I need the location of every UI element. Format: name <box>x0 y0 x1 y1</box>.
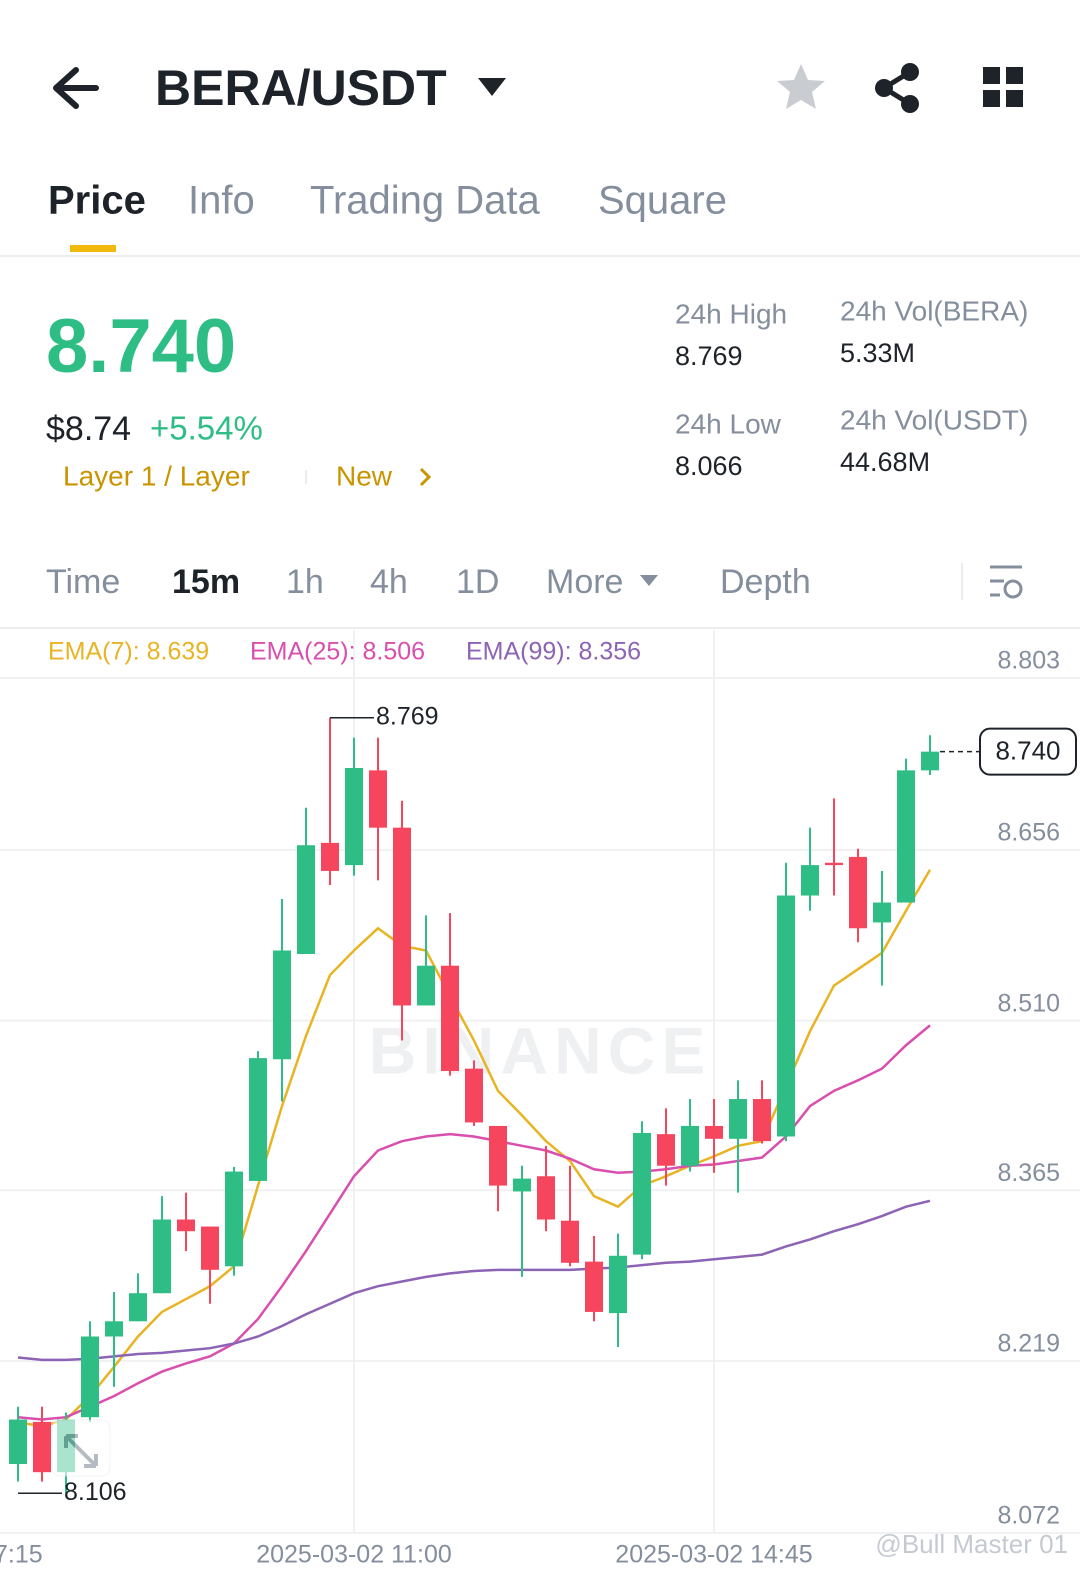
share-icon[interactable] <box>875 63 919 113</box>
candle-body <box>513 1178 531 1192</box>
candle-body <box>561 1220 579 1263</box>
candle-body <box>897 770 915 903</box>
grid-icon[interactable] <box>983 67 1023 107</box>
last-price-box <box>979 727 1077 776</box>
candle-body <box>753 1099 771 1142</box>
y-tick-label: 8.365 <box>997 1159 1060 1187</box>
candle-body <box>657 1134 675 1166</box>
watermark: @Bull Master 01 <box>875 1529 1068 1559</box>
candle-body <box>201 1226 219 1270</box>
candle-body <box>225 1171 243 1267</box>
tab[interactable]: Info <box>188 179 255 223</box>
favorite-icon[interactable] <box>777 64 825 109</box>
interval[interactable]: 1D <box>456 563 499 601</box>
interval[interactable]: More <box>546 563 623 601</box>
candle-body <box>537 1176 555 1220</box>
stat-value: 8.769 <box>675 341 743 371</box>
candle-body <box>681 1125 699 1166</box>
stat-label: 24h High <box>675 298 787 329</box>
interval[interactable]: Depth <box>720 563 811 601</box>
expand-icon[interactable] <box>51 1419 111 1477</box>
last-price: 8.740 <box>46 304 236 389</box>
candle-chart: 8.803 8.656 8.510 8.365 8.219 8.072 BINANCE 02 … <box>0 630 1080 1569</box>
sector-tag[interactable]: Layer 1 / Layer <box>63 460 250 491</box>
price-change: +5.54% <box>150 410 263 447</box>
high-label: 8.769 <box>376 702 439 730</box>
legend-entry: EMA(99): 8.356 <box>466 638 641 666</box>
x-tick-label: 2025-03-02 14:45 <box>615 1541 812 1569</box>
brand-watermark: BINANCE <box>369 1013 712 1087</box>
pair-title[interactable]: BERA/USDT <box>155 60 447 116</box>
tab[interactable]: Trading Data <box>310 179 541 223</box>
candle-body <box>129 1293 147 1322</box>
candle-body <box>273 950 291 1060</box>
y-tick-label: 8.072 <box>997 1502 1060 1530</box>
interval[interactable]: 1h <box>286 563 324 601</box>
interval[interactable]: 15m <box>172 563 240 601</box>
stat-value: 8.066 <box>675 451 743 481</box>
new-tag[interactable]: New <box>336 460 393 491</box>
candle-body <box>153 1219 171 1294</box>
candle-body <box>921 751 939 771</box>
candle-body <box>345 768 363 866</box>
candle-body <box>297 845 315 955</box>
candle-body <box>609 1255 627 1314</box>
candle-body <box>249 1058 267 1181</box>
more-dropdown[interactable] <box>640 575 658 586</box>
stat-value: 44.68M <box>840 447 930 477</box>
tab[interactable]: Price <box>48 179 146 223</box>
y-tick-label: 8.803 <box>997 647 1060 675</box>
ema-line <box>17 1199 931 1362</box>
legend-entry: EMA(25): 8.506 <box>250 638 425 666</box>
last-price-label: 8.740 <box>995 736 1060 766</box>
candle-body <box>849 856 867 929</box>
stat-label: 24h Vol(BERA) <box>840 295 1028 326</box>
ema-line <box>17 1024 931 1421</box>
candle-body <box>105 1321 123 1337</box>
y-tick-label: 8.219 <box>997 1330 1060 1358</box>
candle-body <box>321 842 339 871</box>
stat-label: 24h Low <box>675 408 782 439</box>
stat-value: 5.33M <box>840 338 915 368</box>
candle-body <box>705 1125 723 1139</box>
usd-price: $8.74 <box>46 410 131 448</box>
y-tick-label: 8.510 <box>997 989 1060 1017</box>
candle-body <box>465 1068 483 1123</box>
candle-body <box>81 1336 99 1418</box>
candle-body <box>369 770 387 828</box>
interval[interactable]: 4h <box>370 563 408 601</box>
candle-body <box>177 1219 195 1232</box>
candle-body <box>873 902 891 923</box>
low-label: 8.106 <box>64 1478 127 1506</box>
x-tick-label: 2025-03-02 11:00 <box>256 1541 452 1569</box>
pair-dropdown[interactable] <box>478 78 506 96</box>
stat-label: 24h Vol(USDT) <box>840 404 1028 435</box>
chart-settings-icon[interactable] <box>990 565 1023 599</box>
y-tick-label: 8.656 <box>997 819 1060 847</box>
interval[interactable]: Time <box>46 563 120 601</box>
candle-body <box>489 1125 507 1186</box>
candle-body <box>417 965 435 1006</box>
candle-body <box>801 865 819 896</box>
candle-body <box>585 1261 603 1312</box>
back-button[interactable] <box>53 67 99 109</box>
tab[interactable]: Square <box>598 179 727 223</box>
tab-indicator <box>70 245 116 252</box>
candle-body <box>33 1421 51 1473</box>
candle-body <box>729 1099 747 1139</box>
candle-body <box>825 862 843 866</box>
chevron <box>419 467 432 487</box>
candle-body <box>9 1419 27 1464</box>
candle-body <box>633 1132 651 1255</box>
x-tick-label: 02 07:15 <box>0 1541 43 1569</box>
candle-body <box>393 827 411 1006</box>
legend-entry: EMA(7): 8.639 <box>48 638 209 666</box>
candle-body <box>777 895 795 1137</box>
candle-body <box>441 965 459 1071</box>
